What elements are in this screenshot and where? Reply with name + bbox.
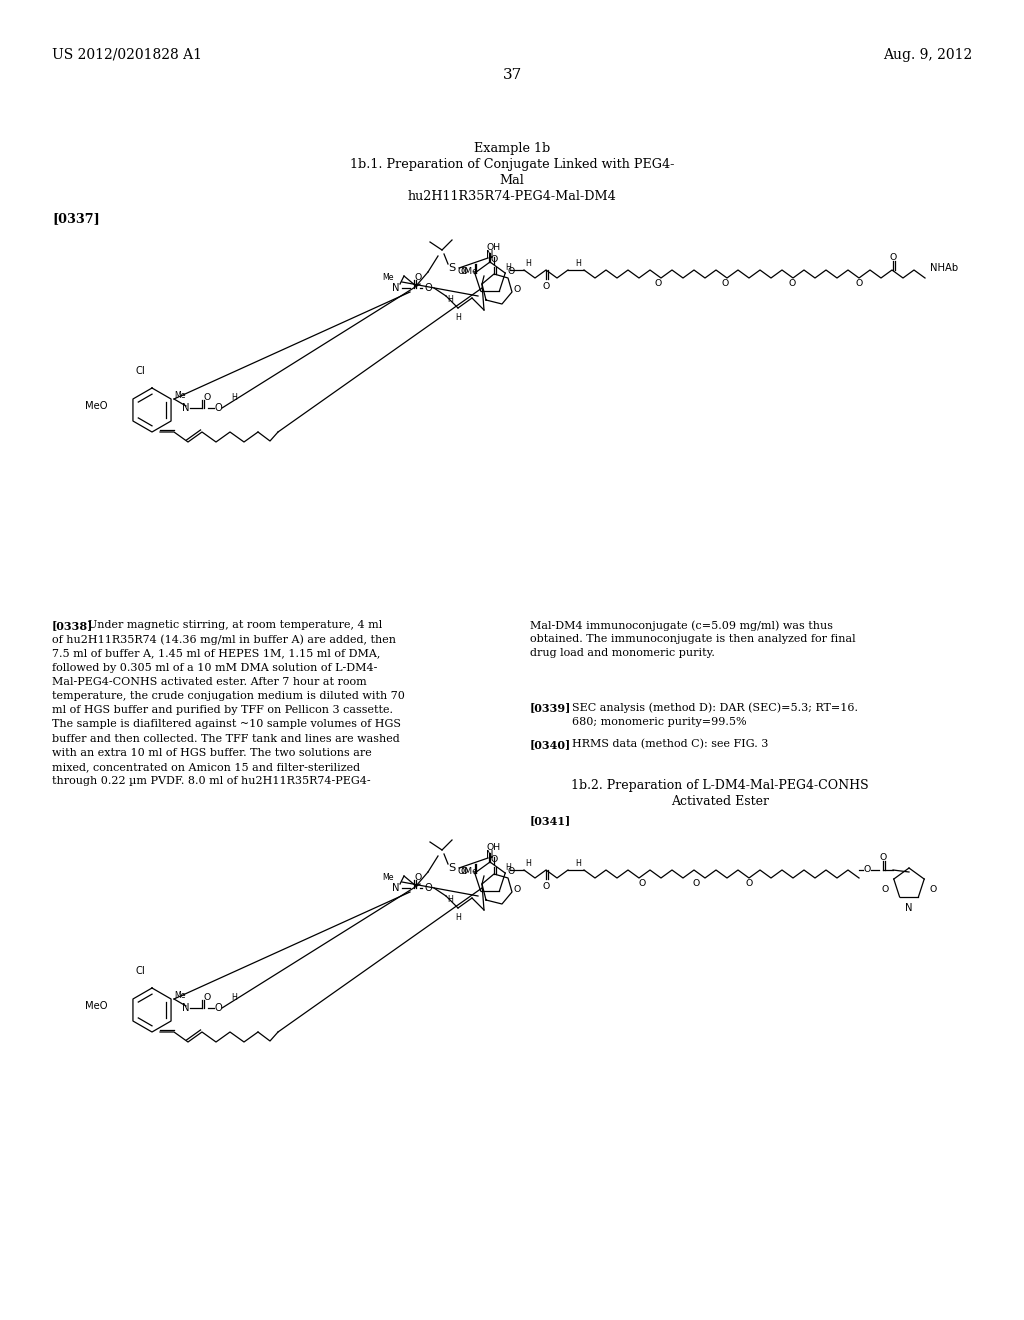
Text: 37: 37 bbox=[503, 69, 521, 82]
Text: NHAb: NHAb bbox=[930, 263, 958, 273]
Text: O: O bbox=[513, 886, 520, 895]
Text: hu2H11R35R74-PEG4-Mal-DM4: hu2H11R35R74-PEG4-Mal-DM4 bbox=[408, 190, 616, 203]
Text: H: H bbox=[455, 314, 461, 322]
Text: O: O bbox=[490, 855, 498, 865]
Text: O: O bbox=[639, 879, 646, 888]
Text: OMe: OMe bbox=[457, 268, 478, 276]
Text: Mal: Mal bbox=[500, 174, 524, 187]
Text: O: O bbox=[654, 280, 662, 289]
Text: O: O bbox=[424, 883, 432, 894]
Text: H: H bbox=[447, 296, 453, 305]
Text: O: O bbox=[204, 393, 211, 403]
Text: O: O bbox=[415, 874, 422, 883]
Text: Me: Me bbox=[174, 991, 185, 1001]
Text: N: N bbox=[905, 903, 912, 913]
Text: Aug. 9, 2012: Aug. 9, 2012 bbox=[883, 48, 972, 62]
Text: HRMS data (method C): see FIG. 3: HRMS data (method C): see FIG. 3 bbox=[572, 739, 768, 750]
Text: O: O bbox=[214, 1003, 222, 1012]
Text: The sample is diafiltered against ~10 sample volumes of HGS: The sample is diafiltered against ~10 sa… bbox=[52, 719, 401, 730]
Text: O: O bbox=[692, 879, 699, 888]
Text: O: O bbox=[856, 280, 863, 289]
Text: 1b.1. Preparation of Conjugate Linked with PEG4-: 1b.1. Preparation of Conjugate Linked wi… bbox=[350, 158, 674, 172]
Text: followed by 0.305 ml of a 10 mM DMA solution of L-DM4-: followed by 0.305 ml of a 10 mM DMA solu… bbox=[52, 663, 378, 673]
Text: [0338]: [0338] bbox=[52, 620, 93, 631]
Text: Me: Me bbox=[382, 273, 394, 282]
Text: OH: OH bbox=[487, 243, 501, 252]
Text: Mal-DM4 immunoconjugate (c=5.09 mg/ml) was thus: Mal-DM4 immunoconjugate (c=5.09 mg/ml) w… bbox=[530, 620, 833, 631]
Text: N: N bbox=[392, 282, 399, 293]
Text: H: H bbox=[231, 994, 237, 1002]
Text: [0339]: [0339] bbox=[530, 702, 571, 714]
Text: Mal-PEG4-CONHS activated ester. After 7 hour at room: Mal-PEG4-CONHS activated ester. After 7 … bbox=[52, 677, 367, 686]
Text: O: O bbox=[214, 403, 222, 413]
Text: S: S bbox=[449, 863, 456, 873]
Text: O: O bbox=[788, 280, 796, 289]
Text: [0340]: [0340] bbox=[530, 739, 571, 750]
Text: N: N bbox=[182, 1003, 189, 1012]
Text: O: O bbox=[513, 285, 520, 294]
Text: O: O bbox=[543, 282, 550, 290]
Text: O: O bbox=[722, 280, 729, 289]
Text: Me: Me bbox=[382, 874, 394, 883]
Text: 680; monomeric purity=99.5%: 680; monomeric purity=99.5% bbox=[572, 717, 746, 727]
Text: H: H bbox=[525, 858, 530, 867]
Text: of hu2H11R35R74 (14.36 mg/ml in buffer A) are added, then: of hu2H11R35R74 (14.36 mg/ml in buffer A… bbox=[52, 634, 396, 644]
Text: mixed, concentrated on Amicon 15 and filter-sterilized: mixed, concentrated on Amicon 15 and fil… bbox=[52, 762, 360, 772]
Text: N: N bbox=[486, 850, 494, 861]
Text: with an extra 10 ml of HGS buffer. The two solutions are: with an extra 10 ml of HGS buffer. The t… bbox=[52, 748, 372, 758]
Text: O: O bbox=[508, 867, 515, 876]
Text: H: H bbox=[455, 913, 461, 923]
Text: OMe: OMe bbox=[457, 867, 478, 876]
Text: O: O bbox=[929, 886, 936, 895]
Text: H: H bbox=[505, 863, 511, 873]
Text: O: O bbox=[745, 879, 753, 888]
Text: Under magnetic stirring, at room temperature, 4 ml: Under magnetic stirring, at room tempera… bbox=[88, 620, 382, 630]
Text: US 2012/0201828 A1: US 2012/0201828 A1 bbox=[52, 48, 202, 62]
Text: H: H bbox=[575, 259, 581, 268]
Text: O: O bbox=[880, 854, 887, 862]
Text: buffer and then collected. The TFF tank and lines are washed: buffer and then collected. The TFF tank … bbox=[52, 734, 399, 743]
Text: N: N bbox=[486, 249, 494, 260]
Text: O: O bbox=[882, 886, 889, 895]
Text: Activated Ester: Activated Ester bbox=[671, 795, 769, 808]
Text: [0337]: [0337] bbox=[52, 213, 99, 224]
Text: O: O bbox=[890, 253, 897, 263]
Text: O: O bbox=[204, 994, 211, 1002]
Text: H: H bbox=[525, 259, 530, 268]
Text: Cl: Cl bbox=[135, 966, 144, 975]
Text: N: N bbox=[392, 883, 399, 894]
Text: S: S bbox=[449, 263, 456, 273]
Text: [0341]: [0341] bbox=[530, 814, 571, 826]
Text: Example 1b: Example 1b bbox=[474, 143, 550, 154]
Text: H: H bbox=[575, 858, 581, 867]
Text: N: N bbox=[182, 403, 189, 413]
Text: O: O bbox=[508, 268, 515, 276]
Text: SEC analysis (method D): DAR (SEC)=5.3; RT=16.: SEC analysis (method D): DAR (SEC)=5.3; … bbox=[572, 702, 858, 713]
Text: H: H bbox=[447, 895, 453, 904]
Text: MeO: MeO bbox=[85, 1001, 108, 1011]
Text: obtained. The immunoconjugate is then analyzed for final: obtained. The immunoconjugate is then an… bbox=[530, 634, 856, 644]
Text: O: O bbox=[415, 273, 422, 282]
Text: H: H bbox=[505, 264, 511, 272]
Text: Cl: Cl bbox=[135, 366, 144, 376]
Text: H: H bbox=[231, 393, 237, 403]
Text: 1b.2. Preparation of L-DM4-Mal-PEG4-CONHS: 1b.2. Preparation of L-DM4-Mal-PEG4-CONH… bbox=[571, 779, 868, 792]
Text: Me: Me bbox=[174, 392, 185, 400]
Text: O: O bbox=[461, 268, 468, 276]
Text: OH: OH bbox=[487, 843, 501, 851]
Text: O: O bbox=[490, 255, 498, 264]
Text: O: O bbox=[424, 282, 432, 293]
Text: O: O bbox=[461, 867, 468, 876]
Text: through 0.22 µm PVDF. 8.0 ml of hu2H11R35R74-PEG4-: through 0.22 µm PVDF. 8.0 ml of hu2H11R3… bbox=[52, 776, 371, 787]
Text: O: O bbox=[543, 882, 550, 891]
Text: 7.5 ml of buffer A, 1.45 ml of HEPES 1M, 1.15 ml of DMA,: 7.5 ml of buffer A, 1.45 ml of HEPES 1M,… bbox=[52, 648, 380, 659]
Text: O: O bbox=[863, 866, 870, 874]
Text: temperature, the crude conjugation medium is diluted with 70: temperature, the crude conjugation mediu… bbox=[52, 690, 404, 701]
Text: ml of HGS buffer and purified by TFF on Pellicon 3 cassette.: ml of HGS buffer and purified by TFF on … bbox=[52, 705, 393, 715]
Text: MeO: MeO bbox=[85, 401, 108, 411]
Text: drug load and monomeric purity.: drug load and monomeric purity. bbox=[530, 648, 715, 659]
